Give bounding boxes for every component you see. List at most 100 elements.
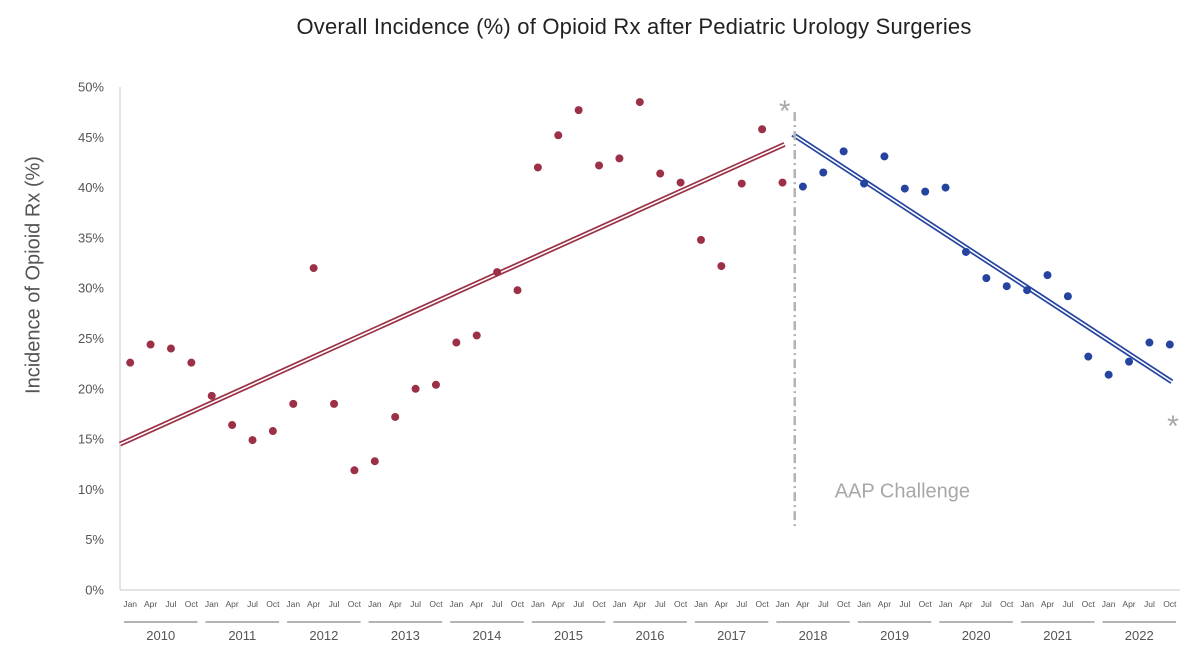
year-label: 2013 [391,628,420,643]
y-tick-label: 35% [78,230,104,245]
data-point [207,391,216,400]
data-point [1002,282,1011,291]
quarter-label: Apr [878,599,891,609]
data-point [350,466,359,475]
data-point [758,125,767,134]
data-point [289,399,298,408]
quarter-label: Oct [592,599,606,609]
data-point [391,412,400,421]
data-point [1125,357,1134,366]
quarter-label: Jan [205,599,219,609]
quarter-label: Jan [1102,599,1116,609]
data-point [798,182,807,191]
data-point [1165,340,1174,349]
data-point [696,235,705,244]
trend-line-inner-1 [792,133,1173,383]
chart-title: Overall Incidence (%) of Opioid Rx after… [296,14,972,39]
data-point [921,187,930,196]
quarter-label: Jan [286,599,300,609]
y-tick-label: 10% [78,482,104,497]
quarter-label: Oct [1082,599,1096,609]
trend-lines [118,132,1174,447]
quarter-label: Jan [449,599,463,609]
data-point [1063,292,1072,301]
data-point [717,262,726,271]
data-point [1084,352,1093,361]
data-point [737,179,746,188]
quarter-label: Oct [837,599,851,609]
year-label: 2010 [146,628,175,643]
quarter-label: Apr [307,599,320,609]
data-point [900,184,909,193]
quarter-label: Jan [1020,599,1034,609]
data-point [187,358,196,367]
data-point [268,427,277,436]
data-point [554,131,563,140]
quarter-label: Oct [1163,599,1177,609]
quarter-label: Jul [1144,599,1155,609]
quarter-label: Oct [919,599,933,609]
quarter-label: Jan [368,599,382,609]
data-point [248,436,257,445]
quarter-label: Apr [389,599,402,609]
y-tick-label: 40% [78,180,104,195]
aap-challenge-label: AAP Challenge [835,480,970,502]
data-point [819,168,828,177]
quarter-label: Oct [1000,599,1014,609]
quarter-label: Jan [531,599,545,609]
data-point [452,338,461,347]
quarter-label: Jan [939,599,953,609]
quarter-label: Jul [655,599,666,609]
quarter-label: Jul [981,599,992,609]
year-label: 2012 [309,628,338,643]
data-point [228,421,237,430]
data-point [1104,370,1113,379]
y-tick-label: 30% [78,281,104,296]
data-point [982,274,991,283]
quarter-label: Apr [552,599,565,609]
data-point [146,340,155,349]
data-point [860,179,869,188]
data-point [635,98,644,107]
year-label: 2018 [799,628,828,643]
data-point [431,380,440,389]
data-point [472,331,481,340]
quarter-label: Jul [1062,599,1073,609]
y-tick-label: 45% [78,130,104,145]
data-point [309,264,318,273]
year-label: 2016 [636,628,665,643]
year-label: 2017 [717,628,746,643]
quarter-label: Jul [410,599,421,609]
year-label: 2019 [880,628,909,643]
year-label: 2022 [1125,628,1154,643]
data-point [656,169,665,178]
quarter-label: Jul [736,599,747,609]
data-point [880,152,889,161]
data-point [1023,286,1032,295]
quarter-label: Jan [613,599,627,609]
trend-line-inner-0 [119,143,785,445]
data-point [595,161,604,170]
y-tick-label: 50% [78,80,104,95]
data-point [370,457,379,466]
x-axis-labels: Jan Apr Jul Oct Jan Apr Jul Oct Jan Apr Jul Oct Jan A… [123,599,1177,643]
year-label: 2014 [472,628,501,643]
quarter-label: Apr [796,599,809,609]
quarter-label: Jan [776,599,790,609]
y-tick-label: 25% [78,331,104,346]
year-label: 2015 [554,628,583,643]
data-point [533,163,542,172]
quarter-label: Apr [633,599,646,609]
quarter-label: Oct [348,599,362,609]
quarter-label: Oct [266,599,280,609]
quarter-label: Apr [959,599,972,609]
y-tick-label: 20% [78,381,104,396]
data-point [411,384,420,393]
quarter-label: Apr [470,599,483,609]
data-point [615,154,624,163]
y-tick-label: 0% [85,583,104,598]
data-point [961,247,970,256]
data-point [1145,338,1154,347]
quarter-label: Oct [755,599,769,609]
